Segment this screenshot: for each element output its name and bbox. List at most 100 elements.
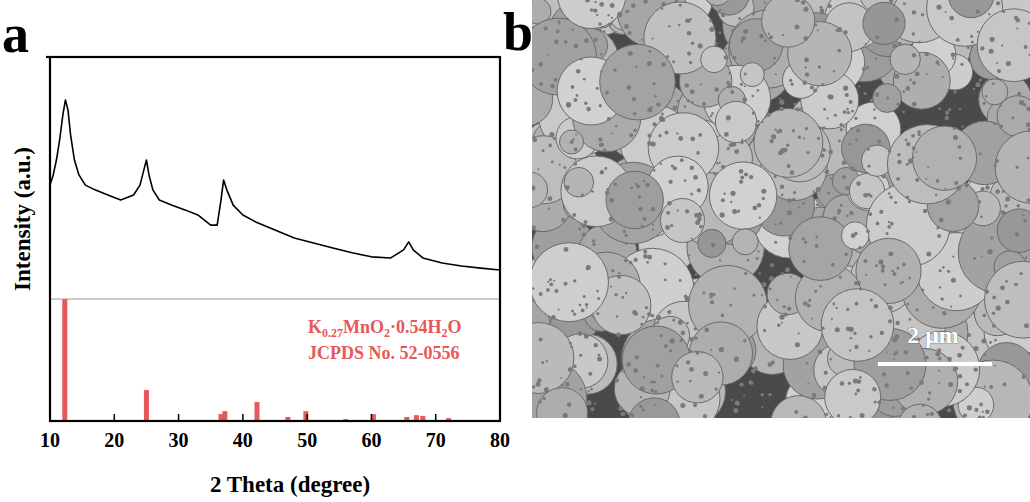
texture [572, 138, 574, 140]
texture [953, 135, 958, 140]
texture [836, 28, 840, 32]
texture [598, 137, 602, 141]
texture [575, 134, 577, 136]
particle [600, 44, 676, 120]
texture [1019, 100, 1024, 105]
texture [866, 66, 869, 69]
texture [863, 193, 868, 198]
texture [790, 276, 792, 278]
texture [658, 134, 661, 137]
texture [752, 111, 756, 115]
texture [759, 34, 763, 38]
texture [554, 289, 558, 293]
texture [846, 108, 849, 111]
texture [558, 23, 560, 25]
texture [532, 226, 536, 231]
texture [630, 186, 633, 189]
texture [713, 293, 716, 296]
particle [715, 101, 756, 142]
texture [596, 290, 599, 293]
texture [907, 303, 910, 306]
texture [1005, 197, 1010, 202]
texture [804, 241, 807, 244]
texture [851, 233, 856, 238]
texture [664, 279, 667, 282]
texture [831, 318, 833, 320]
texture [832, 303, 835, 306]
texture [648, 50, 651, 53]
texture [878, 260, 883, 265]
texture [684, 179, 687, 182]
texture [896, 177, 900, 181]
texture [661, 62, 665, 66]
texture [1025, 257, 1028, 260]
texture [1028, 128, 1030, 133]
texture [863, 259, 867, 263]
texture [686, 360, 690, 364]
texture [879, 210, 883, 214]
texture [791, 83, 794, 86]
texture [877, 400, 881, 404]
texture [702, 102, 706, 106]
texture [669, 180, 673, 184]
texture [583, 78, 586, 81]
texture [784, 313, 788, 317]
texture [875, 35, 879, 39]
texture [569, 342, 572, 345]
texture [710, 349, 712, 351]
texture [761, 294, 763, 296]
texture [886, 96, 889, 99]
particle [982, 79, 1008, 105]
texture [669, 349, 672, 352]
texture [688, 254, 690, 256]
texture [817, 137, 820, 140]
texture [640, 323, 643, 326]
particle [698, 229, 726, 257]
texture [990, 236, 993, 239]
texture [611, 269, 614, 272]
texture [757, 89, 760, 92]
texture [971, 41, 974, 44]
texture [653, 169, 656, 172]
texture [974, 408, 978, 412]
texture [959, 295, 962, 298]
texture [594, 1, 596, 3]
texture [888, 251, 893, 256]
texture [979, 152, 982, 155]
texture [549, 132, 554, 137]
particle [672, 352, 723, 403]
texture [698, 44, 703, 49]
sem-image [532, 0, 1030, 418]
reference-peak [255, 402, 260, 421]
particle [537, 388, 588, 418]
texture [687, 99, 690, 102]
texture [719, 9, 722, 12]
texture [615, 378, 619, 382]
texture [912, 81, 916, 85]
legend-part: M [343, 317, 360, 337]
texture [1000, 285, 1005, 290]
texture [780, 148, 785, 153]
texture [870, 298, 873, 301]
texture [749, 380, 753, 384]
legend-part: H [428, 317, 442, 337]
texture [806, 151, 809, 154]
texture [942, 76, 944, 78]
texture [629, 133, 633, 137]
texture [1001, 44, 1003, 46]
texture [985, 185, 990, 190]
texture [927, 397, 930, 400]
texture [680, 158, 684, 162]
texture [576, 69, 581, 74]
texture [893, 272, 897, 276]
texture [553, 280, 555, 282]
texture [801, 0, 806, 5]
texture [578, 228, 581, 231]
texture [982, 411, 984, 413]
texture [671, 164, 674, 167]
texture [763, 304, 767, 308]
texture [554, 40, 559, 45]
texture [854, 345, 858, 349]
texture [710, 115, 713, 118]
texture [579, 304, 582, 307]
